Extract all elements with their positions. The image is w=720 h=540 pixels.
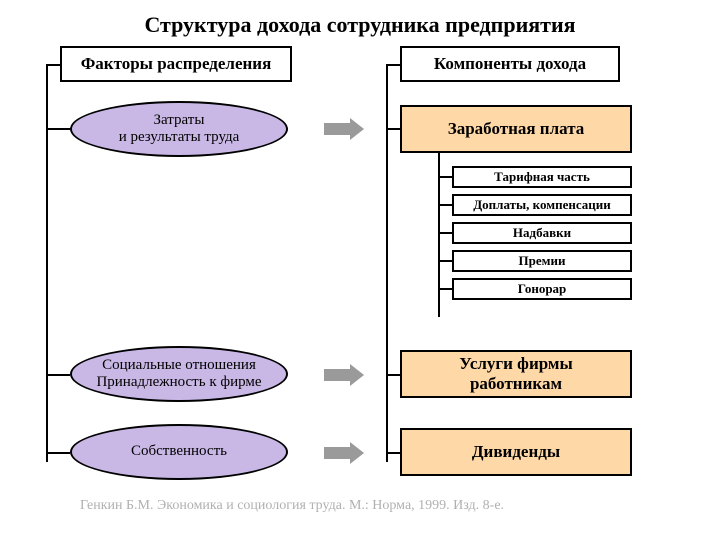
conn-s1	[438, 176, 452, 178]
arrow-3	[324, 442, 364, 464]
header-right: Компоненты дохода	[400, 46, 620, 82]
component-3: Дивиденды	[400, 428, 632, 476]
diagram-canvas: Факторы распределения Компоненты дохода …	[0, 46, 720, 526]
component-3-l1: Дивиденды	[472, 442, 560, 462]
sub-5: Гонорар	[452, 278, 632, 300]
sub-1: Тарифная часть	[452, 166, 632, 188]
factor-3: Собственность	[70, 424, 288, 480]
conn-s3	[438, 232, 452, 234]
factor-1: Затраты и результаты труда	[70, 101, 288, 157]
conn-r1	[386, 128, 400, 130]
factor-2-l1: Социальные отношения	[96, 357, 261, 374]
conn-s2	[438, 204, 452, 206]
conn-l1	[46, 128, 70, 130]
left-spine	[46, 64, 48, 462]
component-1: Заработная плата	[400, 105, 632, 153]
header-left: Факторы распределения	[60, 46, 292, 82]
header-right-label: Компоненты дохода	[434, 54, 586, 74]
conn-s4	[438, 260, 452, 262]
diagram-title: Структура дохода сотрудника предприятия	[0, 0, 720, 46]
component-1-l1: Заработная плата	[448, 119, 585, 139]
factor-2: Социальные отношения Принадлежность к фи…	[70, 346, 288, 402]
component-2: Услуги фирмы работникам	[400, 350, 632, 398]
h-right-header	[386, 64, 400, 66]
component-2-l2: работникам	[459, 374, 573, 394]
arrow-2	[324, 364, 364, 386]
sub-3: Надбавки	[452, 222, 632, 244]
conn-r2	[386, 374, 400, 376]
header-left-label: Факторы распределения	[81, 54, 272, 74]
footer-citation: Генкин Б.М. Экономика и социология труда…	[80, 498, 504, 514]
conn-s5	[438, 288, 452, 290]
arrow-1	[324, 118, 364, 140]
right-spine	[386, 64, 388, 462]
factor-2-l2: Принадлежность к фирме	[96, 374, 261, 391]
component-2-l1: Услуги фирмы	[459, 354, 573, 374]
sub-4: Премии	[452, 250, 632, 272]
sub-2: Доплаты, компенсации	[452, 194, 632, 216]
conn-r3	[386, 452, 400, 454]
conn-l2	[46, 374, 70, 376]
factor-1-l2: и результаты труда	[119, 129, 240, 146]
factor-1-l1: Затраты	[119, 112, 240, 129]
conn-l3	[46, 452, 70, 454]
factor-3-l1: Собственность	[131, 443, 227, 460]
h-left-header	[46, 64, 60, 66]
